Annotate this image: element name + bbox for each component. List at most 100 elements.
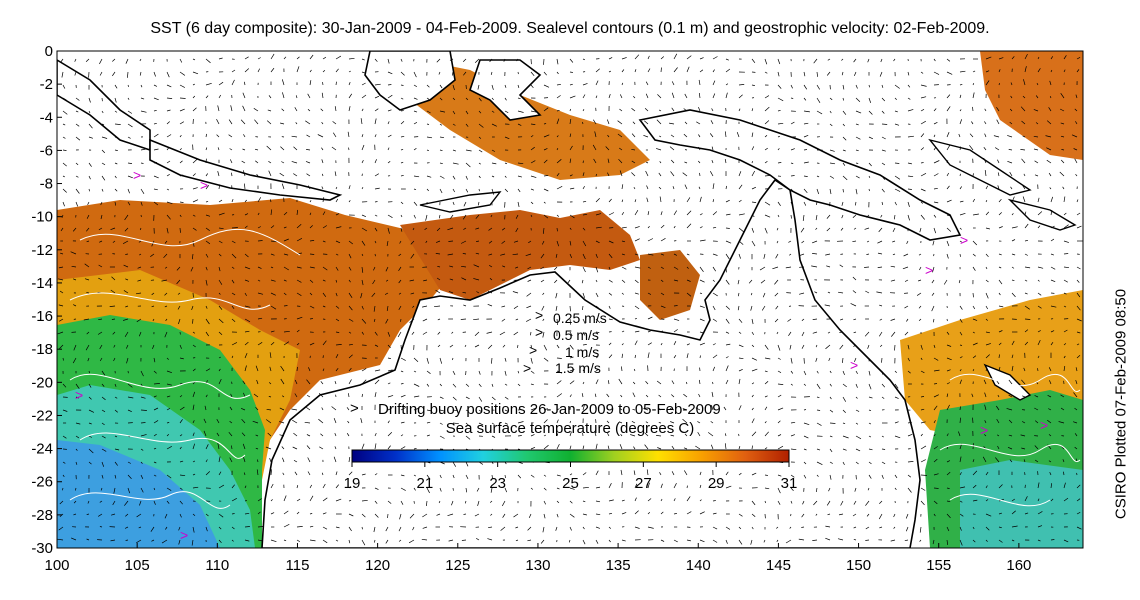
velocity-arrow (621, 184, 624, 190)
velocity-arrow (814, 291, 818, 294)
velocity-arrow (231, 292, 236, 296)
velocity-arrow (608, 342, 612, 346)
velocity-arrow (85, 344, 90, 351)
velocity-arrow (931, 292, 935, 296)
velocity-arrow (816, 396, 820, 399)
velocity-arrow (606, 393, 610, 398)
velocity-arrow (569, 473, 573, 476)
velocity-arrow (333, 456, 337, 463)
velocity-arrow (877, 266, 883, 268)
velocity-arrow (101, 435, 106, 439)
velocity-arrow (266, 145, 272, 151)
velocity-arrow (645, 81, 649, 86)
velocity-arrow (569, 420, 571, 424)
velocity-arrow (699, 196, 702, 203)
velocity-arrow (725, 213, 731, 216)
velocity-arrow (764, 406, 768, 411)
velocity-arrow (309, 240, 315, 242)
velocity-arrow (1034, 160, 1039, 164)
velocity-arrow (725, 227, 730, 229)
velocity-arrow (946, 71, 953, 75)
velocity-arrow (153, 447, 157, 450)
velocity-arrow (854, 201, 857, 206)
velocity-arrow (907, 71, 910, 76)
velocity-arrow (660, 539, 665, 542)
velocity-arrow (543, 500, 547, 505)
velocity-arrow (946, 58, 951, 62)
velocity-arrow (413, 370, 417, 373)
velocity-arrow (918, 318, 922, 322)
velocity-arrow (452, 396, 457, 401)
velocity-arrow (218, 331, 223, 336)
velocity-arrow (109, 305, 116, 307)
velocity-arrow (242, 380, 246, 385)
velocity-arrow (972, 499, 978, 502)
velocity-arrow (267, 432, 272, 437)
velocity-arrow (684, 433, 688, 437)
velocity-arrow (790, 487, 794, 491)
velocity-arrow (361, 160, 364, 164)
velocity-arrow (1034, 395, 1039, 398)
velocity-arrow (711, 391, 714, 398)
velocity-arrow (191, 539, 194, 546)
velocity-arrow (192, 368, 196, 372)
velocity-arrow (166, 395, 171, 398)
velocity-arrow (673, 305, 678, 307)
velocity-arrow (595, 240, 600, 244)
velocity-arrow (218, 81, 224, 86)
velocity-arrow (582, 381, 585, 385)
velocity-arrow (488, 227, 493, 231)
velocity-arrow (890, 539, 896, 542)
velocity-arrow (322, 340, 327, 346)
velocity-arrow (985, 279, 989, 283)
velocity-arrow (712, 512, 717, 515)
velocity-arrow (166, 433, 170, 437)
velocity-arrow (400, 421, 405, 424)
velocity-arrow (86, 292, 90, 294)
velocity-arrow (751, 170, 756, 177)
velocity-arrow (878, 513, 883, 520)
velocity-arrow (972, 470, 978, 476)
velocity-arrow (488, 526, 493, 529)
velocity-arrow (179, 160, 183, 164)
velocity-arrow (309, 80, 312, 86)
velocity-arrow (85, 58, 90, 63)
velocity-arrow (138, 331, 142, 337)
velocity-arrow (868, 188, 870, 192)
velocity-arrow (824, 304, 831, 307)
velocity-arrow (489, 500, 493, 503)
velocity-arrow (461, 539, 467, 541)
velocity-arrow (543, 487, 547, 491)
velocity-arrow (99, 240, 103, 243)
velocity-arrow (865, 500, 870, 506)
velocity-arrow (192, 173, 196, 177)
velocity-arrow (512, 253, 519, 256)
velocity-arrow (660, 253, 665, 256)
velocity-arrow (764, 500, 766, 504)
velocity-arrow (114, 474, 117, 479)
velocity-arrow (569, 214, 575, 219)
velocity-arrow (932, 539, 935, 545)
velocity-arrow (192, 187, 198, 190)
velocity-arrow (556, 71, 559, 75)
velocity-arrow (257, 459, 259, 463)
velocity-arrow (842, 136, 847, 141)
velocity-arrow (161, 539, 168, 544)
velocity-arrow (447, 227, 454, 231)
velocity-arrow (633, 187, 636, 190)
velocity-arrow (502, 265, 506, 268)
velocity-arrow (268, 396, 272, 398)
velocity-arrow (244, 305, 251, 308)
velocity-arrow (933, 487, 939, 489)
velocity-arrow (374, 240, 377, 244)
velocity-arrow (711, 146, 714, 151)
velocity-arrow (711, 404, 714, 411)
velocity-arrow (592, 144, 597, 151)
velocity-arrow (881, 175, 885, 180)
velocity-arrow (179, 344, 182, 349)
velocity-arrow (361, 187, 364, 190)
velocity-arrow (256, 379, 259, 385)
velocity-arrow (425, 214, 428, 221)
velocity-arrow (556, 118, 560, 125)
velocity-arrow (777, 487, 781, 494)
